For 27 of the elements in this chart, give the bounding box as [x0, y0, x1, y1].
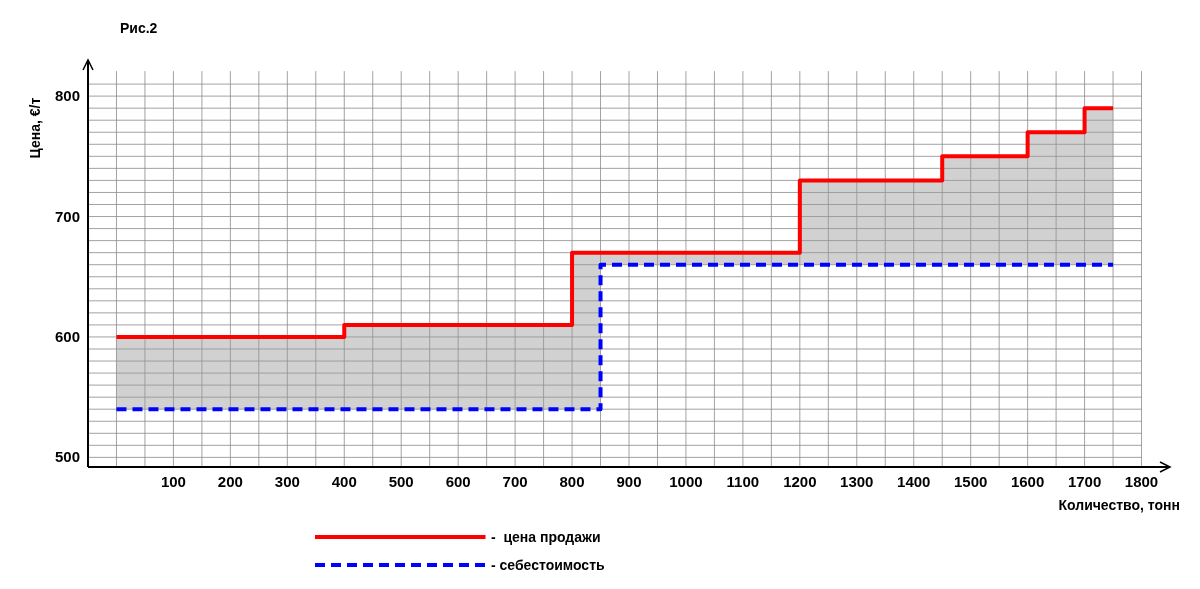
- legend-label: - цена продажи: [491, 529, 601, 545]
- x-tick-label: 1000: [669, 473, 703, 490]
- x-tick-label: 700: [502, 473, 528, 490]
- chart-title: Рис.2: [120, 20, 158, 36]
- x-tick-label: 1100: [726, 473, 760, 490]
- x-tick-label: 1600: [1010, 473, 1045, 490]
- x-tick-label: 400: [331, 473, 357, 490]
- y-tick-label: 500: [54, 448, 80, 466]
- x-tick-label: 1200: [783, 473, 817, 490]
- x-tick-label: 100: [160, 473, 186, 490]
- x-tick-label: 1500: [954, 473, 988, 490]
- x-tick-label: 1800: [1124, 473, 1159, 490]
- x-tick-label: 1300: [840, 473, 874, 490]
- legend-label: - себестоимость: [491, 557, 605, 573]
- x-axis-title: Количество, тонн: [1058, 497, 1180, 513]
- x-tick-label: 600: [445, 473, 471, 490]
- y-tick-label: 800: [54, 87, 80, 105]
- y-tick-label: 600: [54, 327, 80, 345]
- x-tick-label: 300: [274, 473, 300, 490]
- x-tick-label: 1400: [897, 473, 931, 490]
- y-tick-label: 700: [54, 207, 80, 225]
- x-tick-label: 800: [559, 473, 585, 490]
- x-tick-label: 200: [217, 473, 243, 490]
- x-tick-label: 900: [616, 473, 642, 490]
- x-tick-label: 1700: [1067, 473, 1102, 490]
- y-axis-title: Цена, €/т: [27, 97, 43, 159]
- x-tick-label: 500: [388, 473, 414, 490]
